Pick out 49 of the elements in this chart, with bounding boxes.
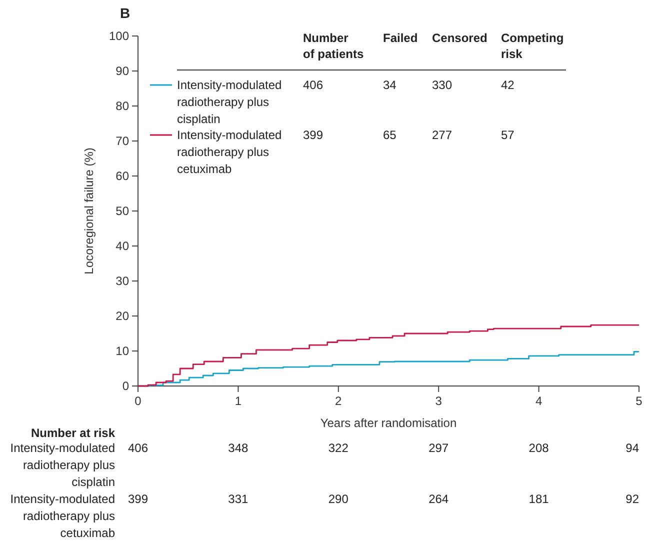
y-tick-label: 100 bbox=[108, 29, 130, 44]
legend-label: Intensity-modulated radiotherapy plus cetuximab bbox=[177, 128, 282, 176]
text: 406 bbox=[128, 441, 148, 455]
annotation: Number of patients bbox=[303, 31, 364, 61]
annotation: 330 bbox=[432, 78, 452, 92]
text: Number at risk bbox=[30, 426, 116, 440]
text: 181 bbox=[528, 492, 550, 506]
y-tick-label: 90 bbox=[116, 64, 130, 78]
x-axis-title: Years after randomisation bbox=[320, 416, 457, 430]
annotation: 277 bbox=[432, 128, 452, 142]
x-tick-label: 0 bbox=[134, 394, 142, 408]
y-tick-label: 10 bbox=[116, 344, 130, 358]
annotation: 57 bbox=[501, 128, 515, 142]
text: B bbox=[120, 5, 130, 21]
x-tick-label: 4 bbox=[535, 394, 542, 408]
annotation: 42 bbox=[501, 78, 515, 92]
text: 348 bbox=[228, 441, 249, 455]
x-tick-label: 1 bbox=[234, 394, 242, 408]
y-tick-label: 40 bbox=[116, 239, 130, 254]
text: 94 bbox=[626, 441, 640, 455]
y-tick-label: 0 bbox=[122, 379, 130, 394]
text: 264 bbox=[428, 492, 449, 506]
legend-label: Intensity-modulated radiotherapy plus cisplatin bbox=[177, 78, 282, 126]
annotation: 65 bbox=[383, 128, 397, 142]
x-tick-label: 3 bbox=[435, 394, 442, 408]
text: 92 bbox=[626, 492, 640, 506]
annotation: 406 bbox=[303, 78, 324, 92]
y-tick-label: 70 bbox=[116, 134, 130, 148]
annotation: 399 bbox=[303, 128, 324, 142]
x-tick-label: 2 bbox=[335, 394, 342, 408]
y-tick-label: 50 bbox=[116, 204, 130, 218]
annotation: Competing risk bbox=[501, 31, 564, 61]
text: 297 bbox=[428, 441, 449, 455]
text: 331 bbox=[228, 492, 249, 506]
x-tick-label: 5 bbox=[636, 394, 643, 408]
y-tick-label: 20 bbox=[116, 309, 130, 324]
annotation: Failed bbox=[383, 31, 418, 45]
text: 322 bbox=[328, 441, 349, 455]
annotation: 34 bbox=[383, 78, 397, 92]
y-axis-title: Locoregional failure (%) bbox=[82, 148, 96, 274]
y-tick-label: 80 bbox=[116, 99, 130, 114]
text: 399 bbox=[128, 492, 148, 506]
annotation: Censored bbox=[432, 31, 488, 45]
text: 290 bbox=[328, 492, 349, 506]
y-tick-label: 30 bbox=[116, 274, 130, 288]
text: Intensity-modulated radiotherapy plus cetuximab bbox=[10, 492, 115, 540]
text: Intensity-modulated radiotherapy plus cisplatin bbox=[10, 441, 115, 489]
y-tick-label: 60 bbox=[116, 169, 130, 184]
text: 208 bbox=[528, 441, 550, 455]
